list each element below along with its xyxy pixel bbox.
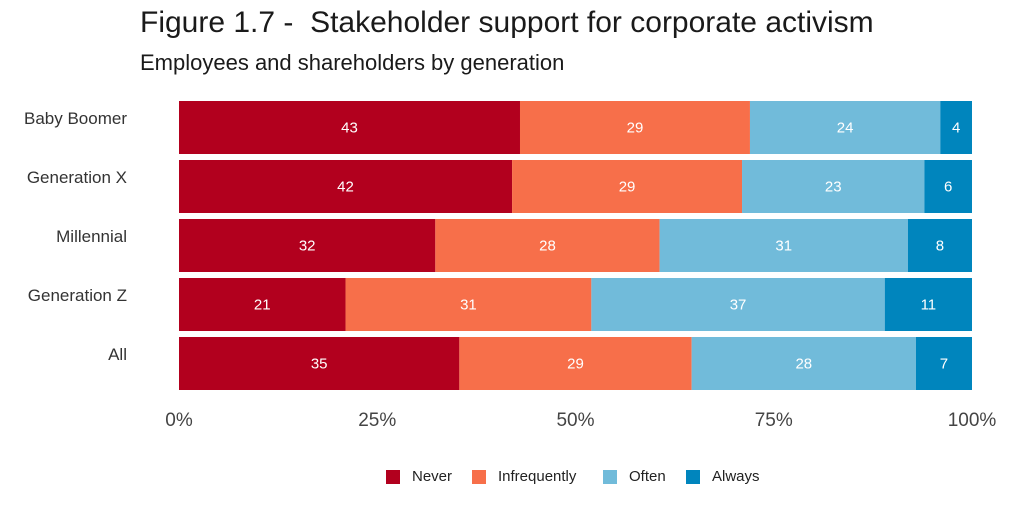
- data-label-generation-z-infrequently: 31: [460, 297, 477, 314]
- data-label-millennial-often: 31: [775, 238, 792, 255]
- bar-millennial-infrequently: [435, 219, 660, 272]
- data-label-generation-x-always: 6: [944, 179, 952, 196]
- category-label-all: All: [108, 345, 127, 364]
- bar-generation-x-infrequently: [512, 160, 743, 213]
- data-label-baby-boomer-often: 24: [837, 120, 854, 137]
- legend-swatch-never: [386, 469, 400, 484]
- category-label-millennial: Millennial: [56, 227, 127, 246]
- legend-item-always: Always: [686, 468, 760, 485]
- data-label-millennial-infrequently: 28: [539, 238, 556, 255]
- bar-millennial-never: [179, 219, 436, 272]
- bar-generation-z-often: [591, 278, 885, 331]
- bar-baby-boomer-always: [940, 101, 972, 154]
- bar-baby-boomer-often: [749, 101, 941, 154]
- category-label-baby-boomer: Baby Boomer: [24, 109, 127, 128]
- legend-swatch-always: [686, 469, 700, 484]
- data-label-generation-z-often: 37: [730, 297, 747, 314]
- x-tick-label-3: 75%: [755, 410, 793, 431]
- stacked-bar-chart: 43 29 24 4 42 29 23 6 32 28 31 8 21 31 37 11 35 29 28 7 Bab…: [24, 101, 996, 431]
- data-label-millennial-never: 32: [299, 238, 316, 255]
- category-label-generation-x: Generation X: [27, 168, 127, 187]
- bar-all-always: [915, 337, 972, 390]
- x-tick-label-4: 100%: [948, 410, 997, 431]
- data-label-baby-boomer-always: 4: [952, 120, 960, 137]
- data-label-all-often: 28: [795, 356, 812, 373]
- data-label-all-never: 35: [311, 356, 328, 373]
- bar-generation-z-infrequently: [345, 278, 592, 331]
- bar-generation-x-always: [924, 160, 972, 213]
- chart-subtitle: Employees and shareholders by generation: [140, 50, 565, 75]
- data-label-generation-x-never: 42: [337, 179, 354, 196]
- x-tick-label-0: 0%: [165, 410, 193, 431]
- category-label-generation-z: Generation Z: [28, 286, 127, 305]
- legend-swatch-infrequently: [472, 469, 486, 484]
- bar-all-often: [691, 337, 916, 390]
- category-labels: Baby Boomer Generation X Millennial Generat…: [24, 109, 127, 364]
- data-label-generation-x-often: 23: [825, 179, 842, 196]
- legend-label-never: Never: [412, 468, 453, 485]
- bar-millennial-always: [907, 219, 972, 272]
- data-label-generation-x-infrequently: 29: [619, 179, 636, 196]
- bars-layer: 43 29 24 4 42 29 23 6 32 28 31 8 21 31 37 11 35 29 28 7: [179, 101, 972, 390]
- data-label-generation-z-always: 11: [921, 297, 937, 314]
- data-label-all-always: 7: [940, 356, 948, 373]
- bar-generation-x-often: [742, 160, 925, 213]
- data-label-all-infrequently: 29: [567, 356, 584, 373]
- legend-item-infrequently: Infrequently: [472, 468, 576, 485]
- data-label-millennial-always: 8: [936, 238, 944, 255]
- data-label-generation-z-never: 21: [254, 297, 271, 314]
- legend-item-often: Often: [603, 468, 666, 485]
- data-label-baby-boomer-infrequently: 29: [627, 120, 644, 137]
- bar-baby-boomer-infrequently: [519, 101, 750, 154]
- legend-label-often: Often: [629, 468, 666, 485]
- legend-label-always: Always: [712, 468, 760, 485]
- bar-generation-x-never: [179, 160, 513, 213]
- legend-label-infrequently: Infrequently: [498, 468, 577, 485]
- data-label-baby-boomer-never: 43: [341, 120, 358, 137]
- x-axis-ticks: 0% 25% 50% 75% 100%: [165, 410, 996, 431]
- legend-item-never: Never: [386, 468, 452, 485]
- bar-all-never: [179, 337, 460, 390]
- x-tick-label-2: 50%: [556, 410, 594, 431]
- bar-all-infrequently: [459, 337, 692, 390]
- chart-title: Figure 1.7 - Stakeholder support for cor…: [140, 6, 874, 39]
- bar-baby-boomer-never: [179, 101, 520, 154]
- bar-generation-z-never: [179, 278, 346, 331]
- legend: Never Infrequently Often Always: [0, 468, 1024, 490]
- legend-swatch-often: [603, 469, 617, 484]
- bar-generation-z-always: [884, 278, 972, 331]
- x-tick-label-1: 25%: [358, 410, 396, 431]
- bar-millennial-often: [659, 219, 908, 272]
